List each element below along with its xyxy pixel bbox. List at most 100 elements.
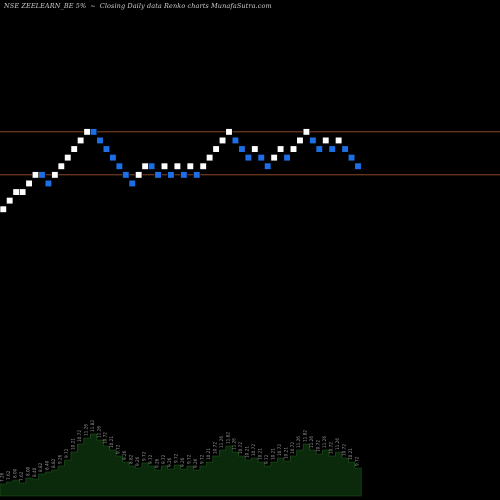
down-brick-19	[122, 171, 130, 179]
volume-label-46: 11.26	[296, 436, 301, 448]
up-brick-5	[31, 171, 40, 179]
volume-label-0: 7.26	[0, 472, 5, 482]
volume-label-22: 9.72	[141, 451, 146, 461]
chart-title: NSE ZEELEARN_BE 5% ~ Closing Daily data Re…	[4, 2, 276, 10]
down-brick-16	[102, 145, 110, 153]
volume-label-30: 9.26	[193, 458, 198, 468]
volume-label-3: 7.62	[19, 471, 24, 481]
up-brick-46	[296, 136, 304, 144]
up-brick-11	[70, 145, 78, 153]
down-brick-49	[315, 145, 323, 153]
reference-lines	[0, 131, 500, 176]
volume-label-10: 9.72	[64, 448, 69, 458]
down-brick-15	[96, 136, 104, 144]
down-brick-37	[238, 145, 246, 153]
volume-label-8: 8.82	[51, 458, 56, 468]
down-brick-23	[148, 162, 156, 170]
volume-label-5: 8.40	[32, 467, 37, 477]
volume-label-1: 7.62	[6, 470, 11, 480]
volume-label-19: 9.26	[122, 450, 127, 460]
chart-symbol: NSE ZEELEARN_BE 5%	[4, 2, 87, 10]
up-brick-10	[64, 154, 72, 162]
volume-label-24: 9.26	[154, 458, 159, 468]
down-brick-7	[44, 179, 52, 187]
down-brick-28	[180, 171, 188, 179]
up-brick-35	[225, 128, 233, 136]
volume-label-14: 11.82	[90, 420, 95, 432]
volume-label-28: 9.26	[180, 457, 185, 467]
up-brick-4	[25, 179, 33, 187]
up-brick-27	[173, 162, 181, 170]
volume-label-55: 9.72	[354, 456, 359, 466]
volume-label-13: 11.26	[83, 424, 88, 436]
up-brick-12	[77, 136, 85, 144]
volume-label-48: 11.26	[309, 436, 314, 448]
up-brick-3	[19, 188, 27, 196]
up-brick-39	[251, 145, 259, 153]
volume-label-54: 10.21	[348, 448, 353, 460]
down-brick-26	[167, 171, 175, 179]
down-brick-20	[128, 179, 136, 187]
up-brick-29	[186, 162, 194, 170]
volume-label-51: 10.72	[328, 442, 333, 454]
up-brick-21	[135, 171, 143, 179]
volume-label-12: 10.72	[77, 430, 82, 442]
volume-label-6: 8.82	[38, 462, 43, 472]
volume-fill	[0, 433, 362, 497]
volume-label-32: 10.21	[206, 448, 211, 460]
volume-label-53: 10.72	[341, 444, 346, 456]
up-brick-34	[219, 136, 227, 144]
volume-label-25: 9.72	[161, 454, 166, 464]
down-brick-40	[257, 154, 265, 162]
down-brick-53	[341, 145, 349, 153]
volume-label-36: 11.26	[232, 438, 237, 450]
up-brick-52	[335, 136, 343, 144]
up-brick-13	[83, 128, 91, 136]
down-brick-36	[231, 136, 239, 144]
down-brick-24	[154, 171, 162, 179]
volume-label-15: 11.26	[96, 426, 101, 438]
volume-label-47: 11.82	[303, 430, 308, 442]
volume-label-26: 9.26	[167, 457, 172, 467]
volume-label-35: 11.82	[225, 432, 230, 444]
up-brick-42	[270, 154, 278, 162]
up-brick-32	[206, 154, 214, 162]
volume-label-11: 10.21	[70, 438, 75, 450]
volume-label-23: 9.72	[148, 454, 153, 464]
volume-label-4: 8.00	[25, 466, 30, 476]
up-brick-9	[57, 162, 65, 170]
up-brick-8	[51, 171, 59, 179]
volume-label-41: 9.72	[264, 454, 269, 464]
volume-label-39: 10.72	[251, 444, 256, 456]
down-brick-55	[354, 162, 362, 170]
volume-label-17: 10.21	[109, 436, 114, 448]
volume-label-18: 9.72	[116, 444, 121, 454]
up-brick-47	[302, 128, 310, 136]
volume-label-16: 10.72	[103, 432, 108, 444]
volume-label-27: 9.72	[174, 453, 179, 463]
volume-labels: 7.26 7.62 8.00 7.628.00 8.408.82 8.40 8.82 9.26…	[0, 420, 359, 482]
volume-label-37: 10.72	[238, 442, 243, 454]
volume-label-45: 10.72	[290, 442, 295, 454]
up-brick-43	[277, 145, 285, 153]
renko-bricks	[0, 128, 362, 213]
up-brick-25	[160, 162, 169, 170]
volume-label-9: 9.26	[58, 454, 63, 464]
down-brick-48	[309, 136, 317, 144]
down-brick-38	[244, 154, 252, 162]
volume-label-38: 10.21	[245, 446, 250, 458]
volume-label-44: 10.21	[283, 447, 288, 459]
up-brick-31	[199, 162, 207, 170]
volume-label-2: 8.00	[12, 468, 17, 478]
up-brick-33	[212, 145, 220, 153]
up-brick-50	[322, 136, 330, 144]
up-brick-22	[141, 162, 149, 170]
up-brick-1	[6, 197, 14, 205]
volume-label-43: 10.72	[277, 444, 282, 456]
volume-label-29: 9.72	[187, 454, 192, 464]
volume-label-52: 11.26	[335, 438, 340, 450]
down-brick-14	[90, 128, 98, 136]
up-brick-0	[0, 205, 7, 213]
down-brick-6	[38, 171, 46, 179]
